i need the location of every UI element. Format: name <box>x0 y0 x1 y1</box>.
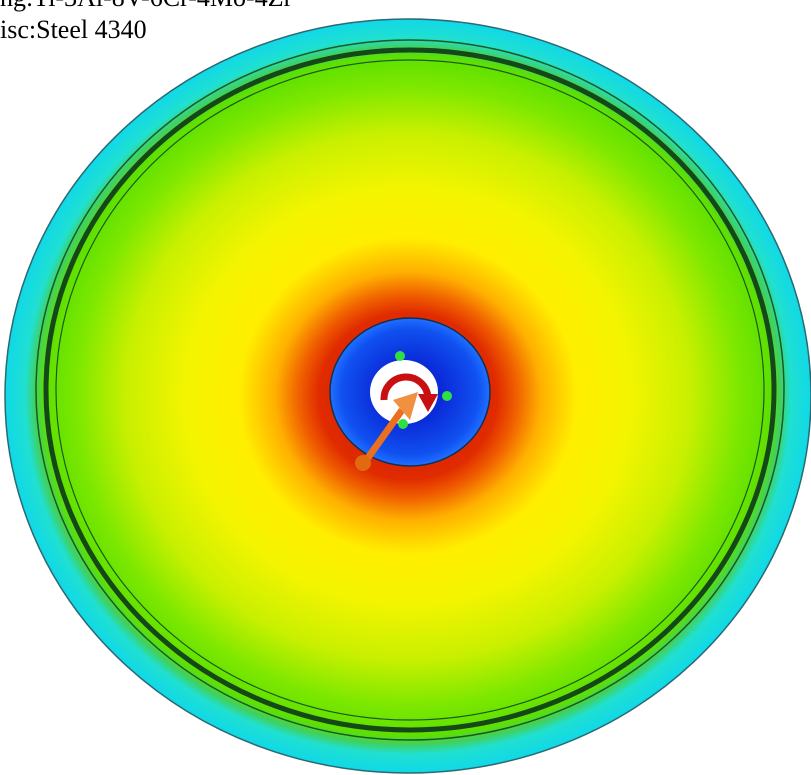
node <box>442 391 452 401</box>
contour-view: ng:Ti-3Al-8V-6Cr-4Mo-4Zr isc:Steel 4340 <box>0 0 811 775</box>
viewport: ng:Ti-3Al-8V-6Cr-4Mo-4Zr isc:Steel 4340 <box>0 0 811 775</box>
node <box>395 351 405 361</box>
load-origin <box>355 455 371 471</box>
ring-material-label: ng:Ti-3Al-8V-6Cr-4Mo-4Zr <box>0 0 293 12</box>
disc-material-label: isc:Steel 4340 <box>0 15 147 44</box>
node <box>398 419 408 429</box>
